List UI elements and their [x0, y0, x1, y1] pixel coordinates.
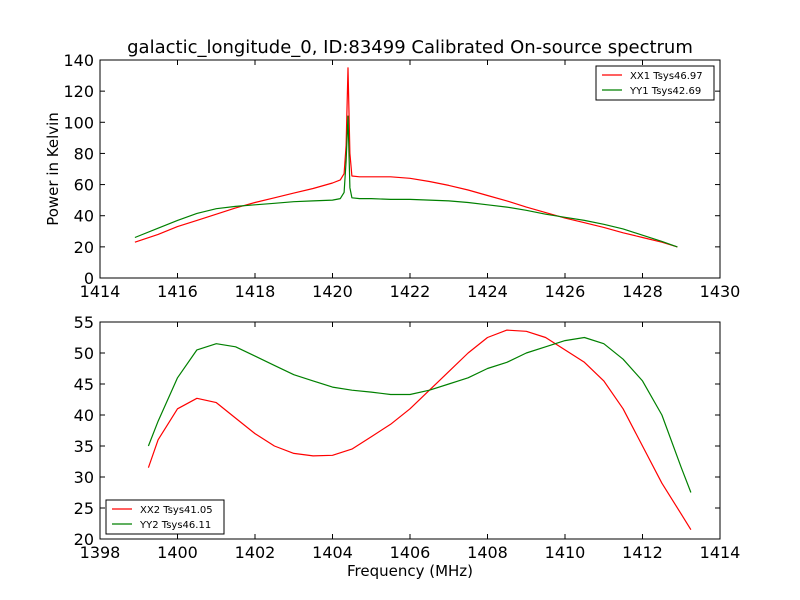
y-tick-label: 35	[74, 437, 94, 456]
y-tick-label: 45	[74, 375, 94, 394]
y-tick-label: 40	[74, 207, 94, 226]
x-tick-label: 1424	[467, 282, 508, 301]
legend: XX2 Tsys41.05 YY2 Tsys46.11	[105, 499, 225, 535]
x-tick-label: 1422	[390, 282, 431, 301]
x-tick-label: 1418	[235, 282, 276, 301]
y-tick-label: 80	[74, 144, 94, 163]
x-tick-label: 1408	[467, 543, 508, 562]
figure-title: galactic_longitude_0, ID:83499 Calibrate…	[127, 37, 693, 58]
y-tick-label: 30	[74, 468, 94, 487]
y-tick-label: 25	[74, 499, 94, 518]
x-tick-label: 1414	[80, 282, 121, 301]
x-tick-label: 1426	[545, 282, 586, 301]
x-tick-label: 1416	[157, 282, 198, 301]
y-tick-label: 60	[74, 176, 94, 195]
x-tick-label: 1410	[545, 543, 586, 562]
y-tick-label: 55	[74, 313, 94, 332]
y-tick-label: 120	[63, 82, 94, 101]
legend-label: YY1 Tsys42.69	[629, 86, 701, 97]
x-tick-label: 1428	[622, 282, 663, 301]
x-tick-label: 1398	[80, 543, 121, 562]
legend-label: XX1 Tsys46.97	[630, 71, 703, 82]
y-tick-label: 20	[74, 530, 94, 549]
legend-label: XX2 Tsys41.05	[140, 505, 213, 516]
x-tick-label: 1430	[700, 282, 741, 301]
y-tick-label: 100	[63, 113, 94, 132]
x-tick-label: 1414	[700, 543, 741, 562]
y-tick-label: 50	[74, 344, 94, 363]
legend-label: YY2 Tsys46.11	[139, 520, 211, 531]
series-line-yy	[147, 336, 692, 493]
y-tick-label: 40	[74, 406, 94, 425]
x-tick-label: 1404	[312, 543, 353, 562]
legend-box	[595, 65, 715, 101]
series-line-xx	[134, 67, 678, 248]
top-y-axis-label: Power in Kelvin	[44, 112, 62, 226]
series-line-yy	[134, 115, 678, 248]
legend: XX1 Tsys46.97 YY1 Tsys42.69	[595, 65, 715, 101]
legend-box	[105, 499, 225, 535]
x-tick-label: 1406	[390, 543, 431, 562]
x-tick-label: 1412	[622, 543, 663, 562]
y-tick-label: 0	[84, 269, 94, 288]
y-tick-label: 20	[74, 238, 94, 257]
y-tick-label: 140	[63, 51, 94, 70]
x-tick-label: 1402	[235, 543, 276, 562]
top-panel: Power in Kelvin 1414 1416 1418 1420 1422 1424…	[44, 51, 740, 301]
bottom-x-axis-label: Frequency (MHz)	[347, 562, 473, 580]
series-line-xx	[147, 329, 692, 531]
x-tick-label: 1400	[157, 543, 198, 562]
x-tick-label: 1420	[312, 282, 353, 301]
bottom-panel: Frequency (MHz) 1398 1400 1402 1404 1406 1408…	[74, 313, 741, 580]
